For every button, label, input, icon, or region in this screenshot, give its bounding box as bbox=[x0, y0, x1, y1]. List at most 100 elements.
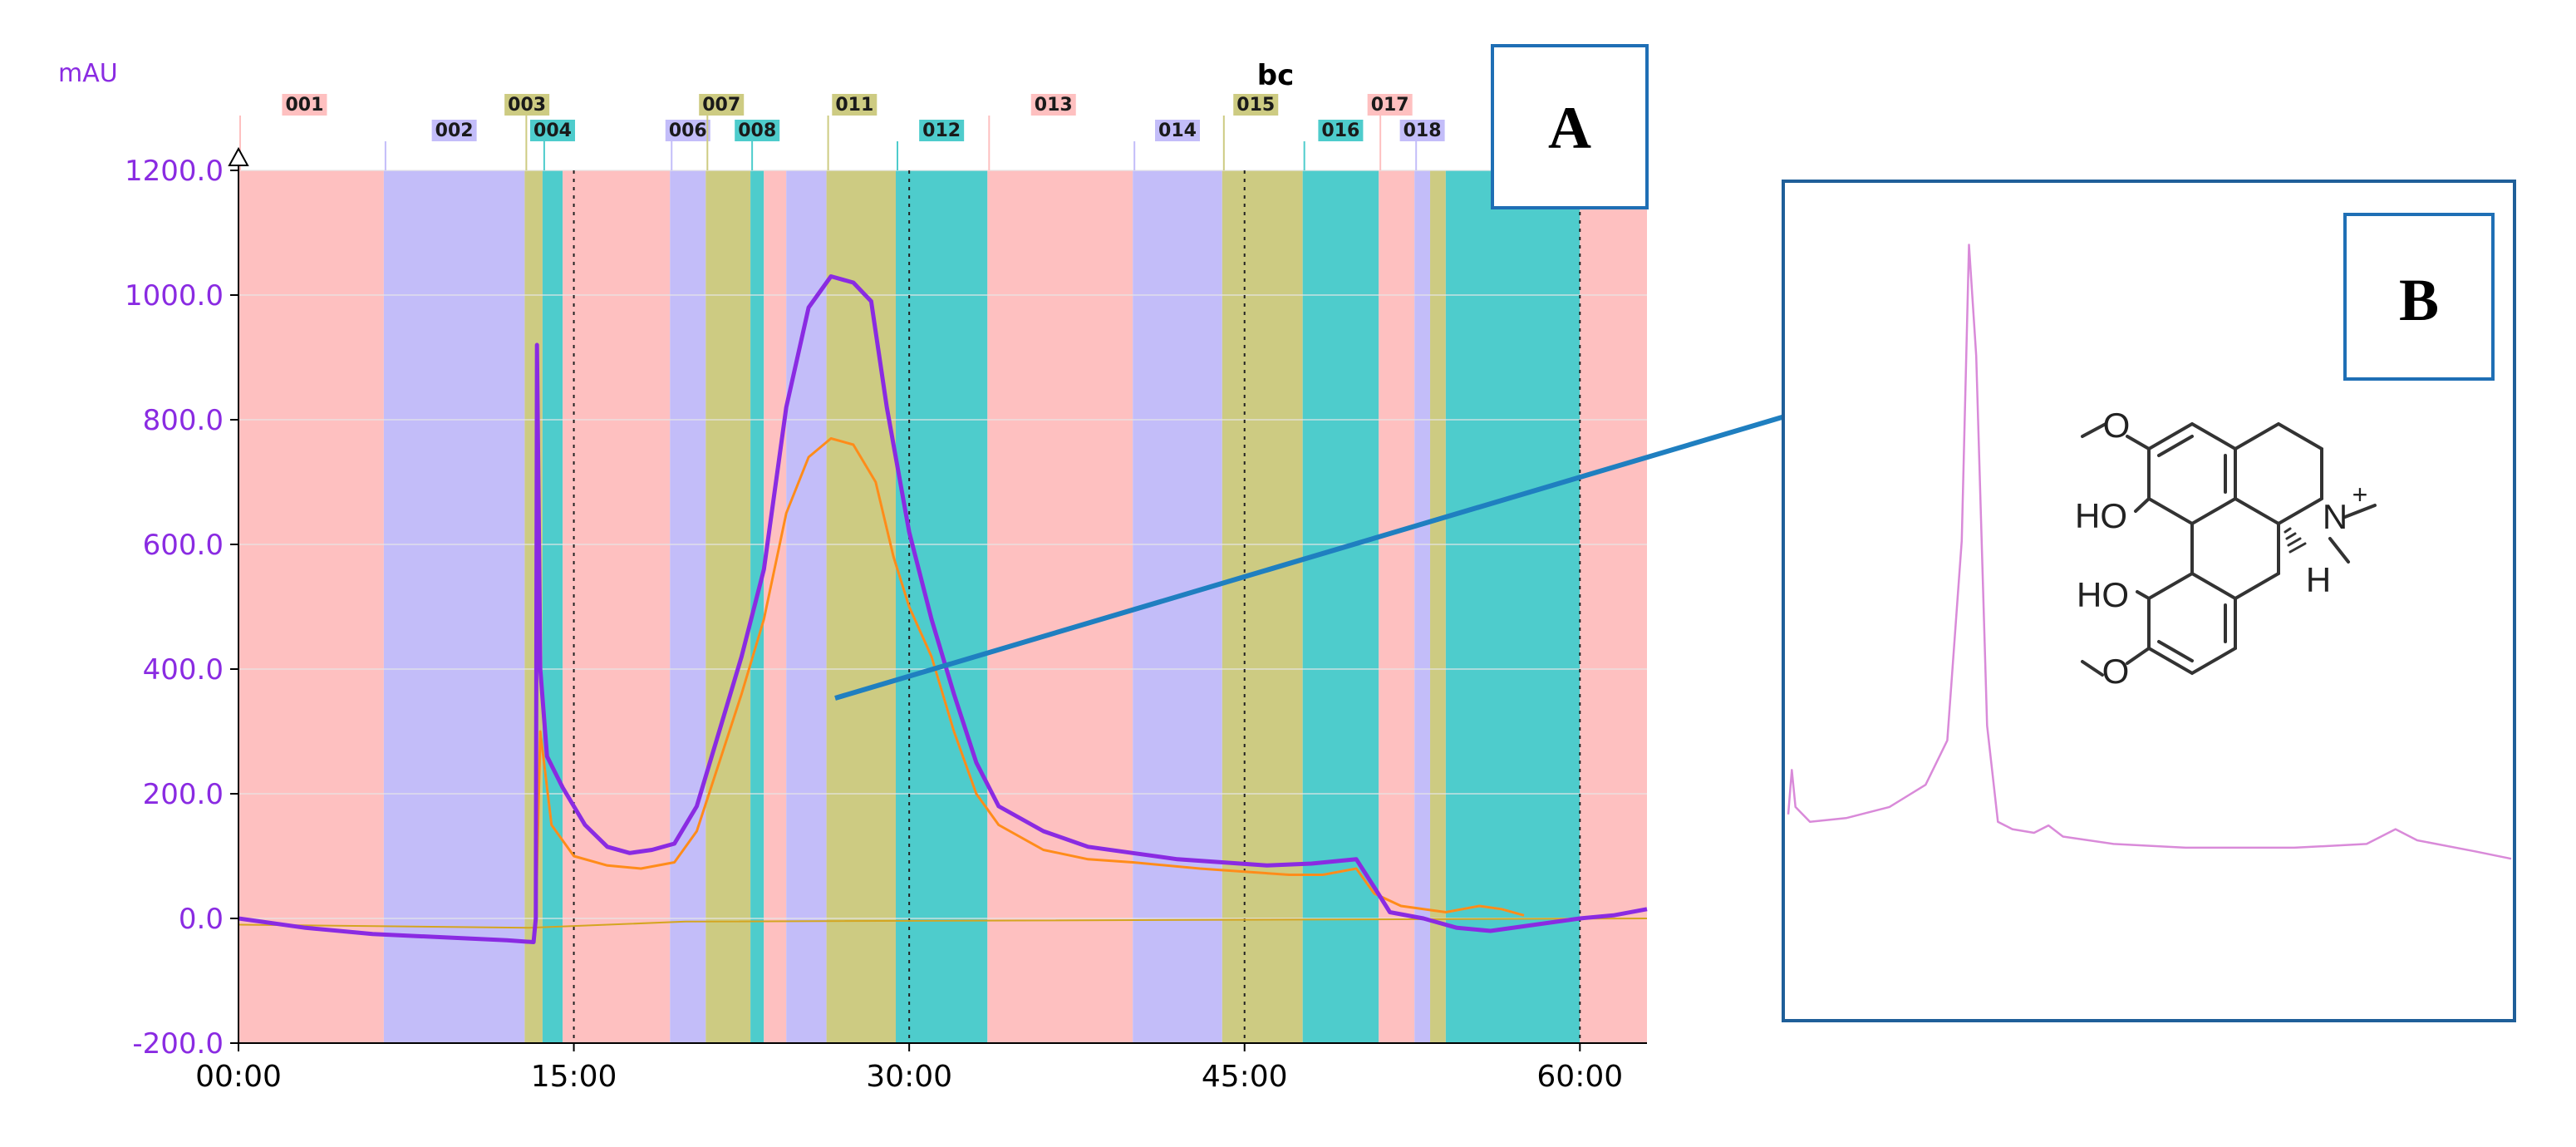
panel-a-label-box bbox=[1491, 44, 1649, 209]
axes: -200.0 0.0 200.0 400.0 600.0 800.0 1000.0 1200.… bbox=[125, 146, 1647, 1094]
atom-o-2: O bbox=[2102, 652, 2130, 691]
structure-upper-ring-double-bond-1 bbox=[2157, 435, 2194, 457]
fraction-flag-bg-011 bbox=[832, 94, 878, 116]
series-baseline bbox=[238, 918, 1648, 929]
fraction-band-008 bbox=[750, 170, 764, 1043]
fraction-flag-bg-003 bbox=[504, 94, 550, 116]
fraction-flag-bg-013 bbox=[1030, 94, 1076, 116]
fraction-flag-bg-015 bbox=[1233, 94, 1279, 116]
fraction-band-013 bbox=[987, 170, 1133, 1043]
structure-methoxy-1-bond bbox=[2126, 435, 2151, 450]
series-orange-trace bbox=[534, 437, 1525, 919]
structure-methoxy-2-methyl bbox=[2081, 660, 2104, 677]
y-ticks: -200.0 0.0 200.0 400.0 600.0 800.0 1000.0 1200.… bbox=[125, 155, 238, 1061]
structure-n-methyl-2 bbox=[2328, 537, 2350, 564]
y-axis-arrow bbox=[228, 146, 249, 166]
structure-lower-ring-double-bond-2 bbox=[2157, 640, 2194, 662]
y-tick-label: 600.0 bbox=[143, 529, 224, 562]
series-group bbox=[1787, 244, 2512, 860]
fraction-flag-bg-007 bbox=[699, 94, 745, 116]
fraction-band-019 bbox=[1430, 170, 1446, 1043]
fraction-band-005 bbox=[563, 170, 671, 1043]
x-tick-label: 15:00 bbox=[531, 1060, 617, 1094]
fraction-label-013: 013 bbox=[1035, 95, 1073, 116]
atom-o-1: O bbox=[2103, 406, 2131, 445]
structure-methoxy-2-bond bbox=[2126, 647, 2151, 665]
chromatogram-panel-b: B bbox=[1782, 180, 2516, 1022]
fraction-band-015 bbox=[1222, 170, 1303, 1043]
chemical-structure bbox=[2081, 421, 2377, 677]
fraction-label-016: 016 bbox=[1321, 121, 1359, 141]
fraction-labels: 001 002 003 004 006 007 008 011 012 013 014 015 016 0… bbox=[239, 94, 1445, 170]
series-purified-fraction bbox=[1787, 244, 2512, 860]
structure-hydroxyl-1-bond bbox=[2134, 497, 2151, 513]
fraction-label-015: 015 bbox=[1236, 95, 1275, 116]
fraction-flag-bg-008 bbox=[735, 120, 780, 141]
fraction-band-004 bbox=[542, 170, 563, 1043]
panel-b-label-box bbox=[2343, 213, 2495, 381]
fraction-flag-bg-001 bbox=[282, 94, 327, 116]
fraction-bands bbox=[238, 170, 1647, 1043]
fraction-label-002: 002 bbox=[435, 121, 474, 141]
fraction-band-020 bbox=[1445, 170, 1581, 1043]
y-tick-label: -200.0 bbox=[132, 1027, 224, 1061]
fraction-flag-bg-018 bbox=[1399, 120, 1445, 141]
fraction-flag-bg-012 bbox=[919, 120, 965, 141]
fraction-label-003: 003 bbox=[508, 95, 546, 116]
fraction-band-002 bbox=[383, 170, 525, 1043]
y-tick-label: 800.0 bbox=[143, 404, 224, 437]
fraction-flag-bg-014 bbox=[1155, 120, 1200, 141]
x-tick-label: 60:00 bbox=[1536, 1060, 1623, 1094]
x-ticks: 00:00 15:00 30:00 45:00 60:00 bbox=[195, 1043, 1623, 1094]
fraction-band-021 bbox=[1580, 170, 1647, 1043]
atom-n-charge: + bbox=[2352, 480, 2368, 510]
arrow-shaft bbox=[834, 369, 1937, 701]
fraction-label-007: 007 bbox=[702, 95, 740, 116]
fraction-band-011 bbox=[826, 170, 896, 1043]
y-axis-label: mAU bbox=[58, 59, 118, 88]
structure-benzylic-bond-2 bbox=[2234, 572, 2280, 600]
structure-n-methyl-1 bbox=[2343, 504, 2377, 519]
chart-title: bc bbox=[1257, 59, 1295, 92]
y-tick-label: 1000.0 bbox=[125, 279, 224, 313]
x-tick-label: 30:00 bbox=[866, 1060, 952, 1094]
fraction-label-008: 008 bbox=[738, 121, 776, 141]
atom-h: H bbox=[2306, 560, 2331, 599]
structure-atom-labels: O HO HO O N + H bbox=[2075, 406, 2367, 691]
fraction-flag-bg-016 bbox=[1318, 120, 1364, 141]
fraction-band-018 bbox=[1414, 170, 1431, 1043]
fraction-band-010 bbox=[786, 170, 827, 1043]
atom-ho-1: HO bbox=[2075, 496, 2127, 535]
fraction-band-016 bbox=[1302, 170, 1379, 1043]
fraction-band-001 bbox=[238, 170, 384, 1043]
series-group bbox=[238, 274, 1648, 944]
fraction-band-006 bbox=[670, 170, 706, 1043]
atom-n: N bbox=[2323, 497, 2347, 536]
panel-a-label: A bbox=[1548, 95, 1591, 161]
structure-hydroxyl-2-bond bbox=[2136, 590, 2151, 600]
fraction-flag-bg-006 bbox=[665, 120, 710, 141]
fraction-label-018: 018 bbox=[1404, 121, 1442, 141]
structure-hashed-bond bbox=[2283, 527, 2307, 554]
y-tick-label: 1200.0 bbox=[125, 155, 224, 188]
fraction-flag-bg-017 bbox=[1367, 94, 1413, 116]
fraction-label-012: 012 bbox=[922, 121, 961, 141]
fraction-label-011: 011 bbox=[835, 95, 873, 116]
panel-b-label: B bbox=[2399, 267, 2439, 333]
y-tick-label: 200.0 bbox=[143, 778, 224, 811]
fraction-label-004: 004 bbox=[533, 121, 572, 141]
structure-methoxy-1-methyl bbox=[2081, 422, 2107, 438]
fraction-label-017: 017 bbox=[1371, 95, 1409, 116]
fraction-label-006: 006 bbox=[669, 121, 707, 141]
fraction-flag-bg-002 bbox=[431, 120, 477, 141]
x-tick-label: 45:00 bbox=[1202, 1060, 1288, 1094]
structure-nitrogen-ring bbox=[2234, 421, 2323, 526]
fraction-label-014: 014 bbox=[1158, 121, 1197, 141]
atom-ho-2: HO bbox=[2077, 575, 2129, 614]
x-tick-label: 00:00 bbox=[195, 1060, 282, 1094]
chromatogram-panel-a: 001 002 003 004 006 007 008 011 012 013 014 015 016 0… bbox=[58, 44, 1649, 1094]
y-tick-label: 0.0 bbox=[179, 903, 224, 936]
fraction-band-012 bbox=[896, 170, 988, 1043]
y-tick-label: 400.0 bbox=[143, 653, 224, 687]
